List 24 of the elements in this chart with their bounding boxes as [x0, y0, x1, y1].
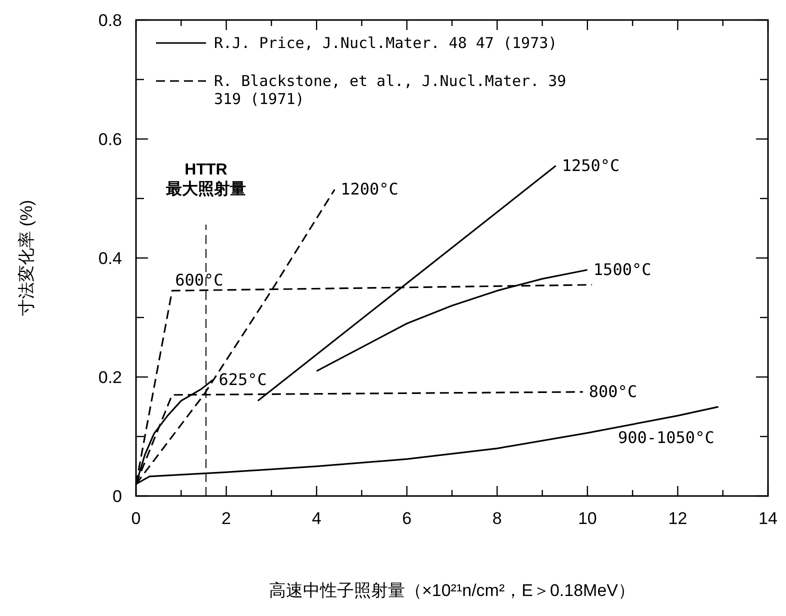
x-tick-label: 2 — [222, 509, 232, 528]
series-label: 800°C — [588, 382, 638, 401]
x-tick-label: 14 — [758, 509, 778, 528]
annotation: R. Blackstone, et al., J.Nucl.Mater. 39 319 (1971) — [214, 72, 566, 108]
x-tick-label: 4 — [312, 509, 322, 528]
y-tick-label: 0.2 — [98, 368, 122, 387]
series-label: 1250°C — [562, 156, 620, 175]
series-label: 1200°C — [340, 180, 398, 199]
annotation: R.J. Price, J.Nucl.Mater. 48 47 (1973) — [214, 34, 558, 52]
x-tick-label: 12 — [668, 509, 688, 528]
x-tick-label: 8 — [492, 509, 502, 528]
y-tick-label: 0 — [112, 487, 122, 506]
y-tick-label: 0.4 — [98, 249, 122, 268]
y-tick-label: 0.8 — [98, 11, 122, 30]
ref-line-label: HTTR 最大照射量 — [164, 162, 246, 198]
y-tick-label: 0.6 — [98, 130, 122, 149]
x-axis-title: 高速中性子照射量（×10²¹n/cm²，E＞0.18MeV） — [268, 581, 636, 600]
x-tick-label: 6 — [402, 509, 412, 528]
series-label: 1500°C — [593, 260, 652, 279]
series-label: 625°C — [218, 370, 267, 389]
series-label: 900-1050°C — [618, 428, 714, 447]
x-tick-label: 0 — [131, 509, 141, 528]
y-axis-title: 寸法変化率 (%) — [17, 200, 36, 316]
x-tick-label: 10 — [578, 509, 597, 528]
